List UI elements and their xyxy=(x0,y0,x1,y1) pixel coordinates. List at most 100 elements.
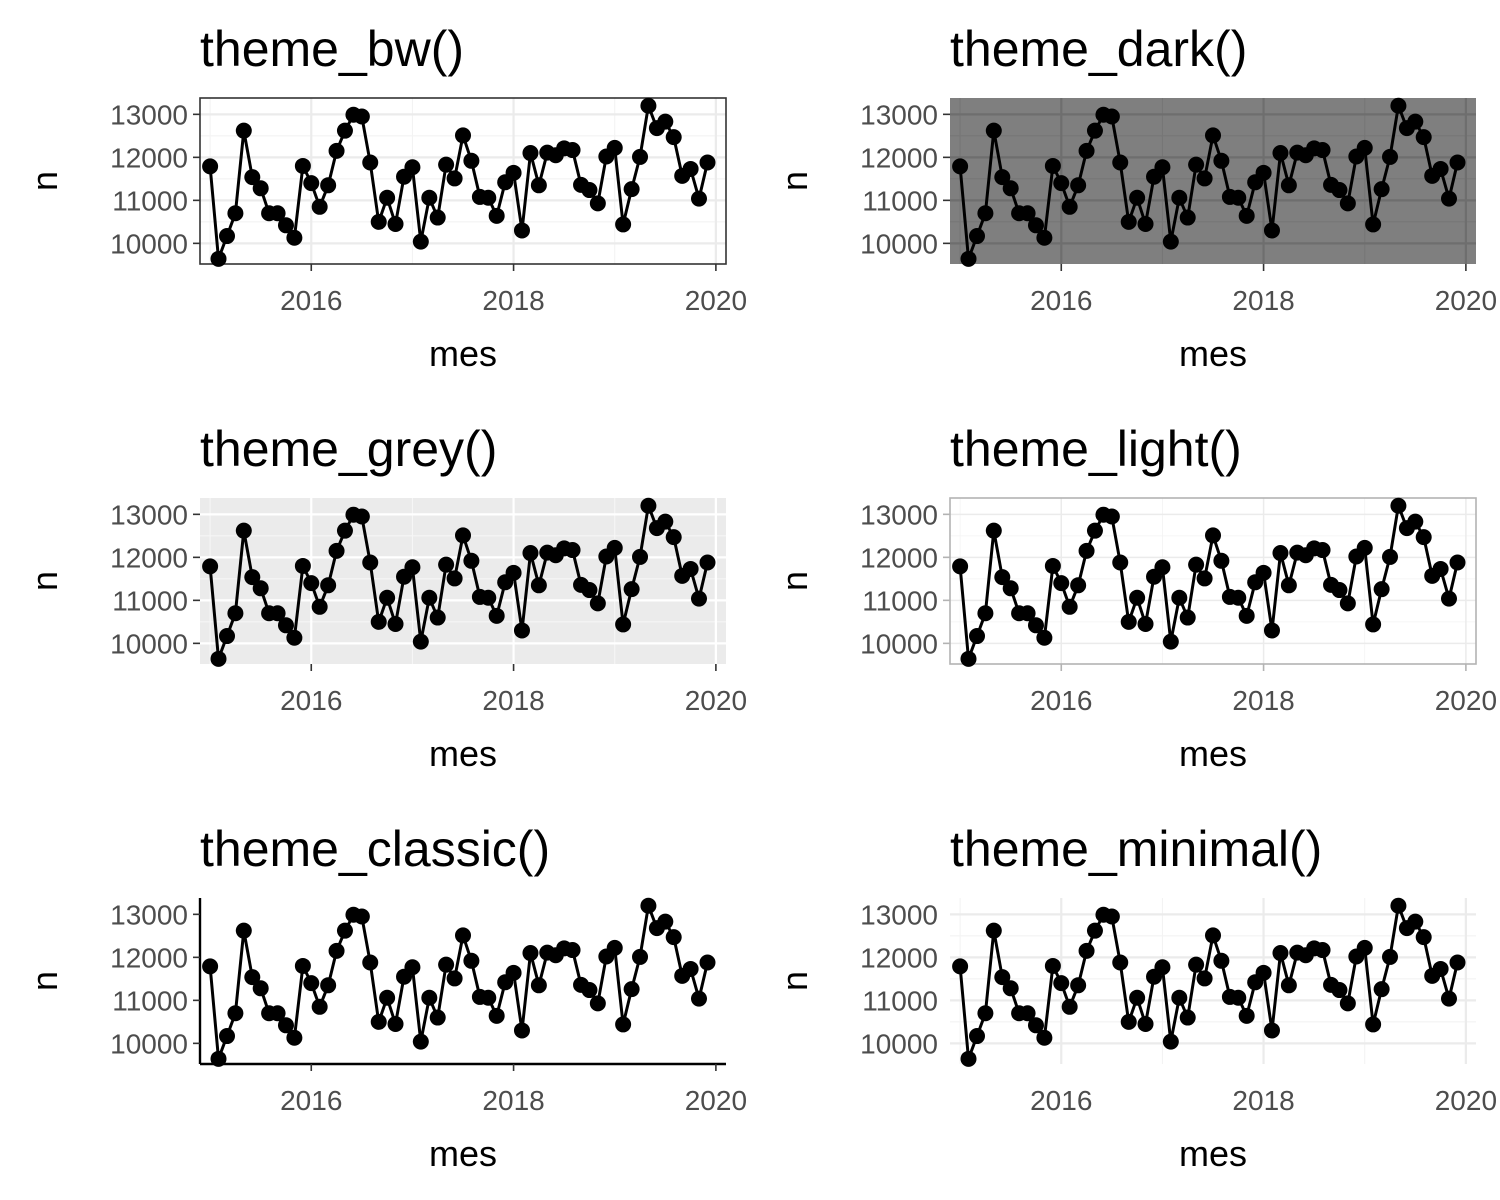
data-point xyxy=(969,1028,986,1045)
data-point xyxy=(1061,598,1078,615)
data-point xyxy=(1112,554,1129,571)
data-point xyxy=(1044,157,1061,174)
data-point xyxy=(665,529,682,546)
y-tick-label: 11000 xyxy=(862,185,938,216)
data-point xyxy=(320,177,337,194)
data-point xyxy=(657,513,674,530)
data-point xyxy=(530,977,547,994)
data-point xyxy=(1002,980,1019,997)
data-point xyxy=(665,129,682,146)
data-point xyxy=(210,650,227,667)
x-tick-label: 2020 xyxy=(685,285,747,316)
data-point xyxy=(985,122,1002,139)
data-point xyxy=(1205,527,1221,544)
data-point xyxy=(1171,989,1188,1006)
x-tick-label: 2020 xyxy=(1435,285,1497,316)
data-point xyxy=(1314,142,1331,159)
data-point xyxy=(336,522,353,539)
panel-minimal: 10000 11000 12000 13000 2016 2018 2020 theme_mi… xyxy=(774,821,1497,1174)
data-point xyxy=(1196,170,1213,187)
data-point xyxy=(277,217,294,234)
data-point xyxy=(623,181,640,198)
data-point xyxy=(404,959,421,976)
data-point xyxy=(1339,595,1356,612)
data-point xyxy=(488,1007,505,1024)
data-point xyxy=(985,522,1002,539)
x-tick-label: 2020 xyxy=(1435,685,1497,716)
data-point xyxy=(1440,990,1457,1007)
panel-background xyxy=(200,498,726,664)
data-point xyxy=(269,205,286,222)
data-point xyxy=(353,508,370,525)
data-point xyxy=(1415,129,1432,146)
data-point xyxy=(1440,190,1457,207)
data-point xyxy=(421,989,438,1006)
data-point xyxy=(1103,508,1120,525)
data-point xyxy=(1272,945,1289,962)
data-point xyxy=(699,954,716,971)
data-point xyxy=(219,1028,236,1045)
data-point xyxy=(1086,122,1103,139)
data-point xyxy=(1154,959,1171,976)
data-point xyxy=(1019,605,1036,622)
y-tick-label: 13000 xyxy=(860,899,938,930)
data-point xyxy=(1129,989,1146,1006)
data-point xyxy=(581,582,598,599)
data-point xyxy=(421,189,438,206)
y-axis-title: n xyxy=(774,171,815,191)
data-point xyxy=(606,139,623,156)
data-point xyxy=(362,954,379,971)
data-point xyxy=(277,617,294,634)
data-point xyxy=(1171,189,1188,206)
data-point xyxy=(994,169,1011,186)
data-point xyxy=(210,1050,227,1067)
y-axis-title: n xyxy=(24,171,65,191)
data-point xyxy=(1263,222,1280,239)
data-point xyxy=(615,616,632,633)
data-point xyxy=(530,577,547,594)
data-point xyxy=(1188,956,1205,973)
x-tick-label: 2016 xyxy=(1030,285,1092,316)
data-point xyxy=(657,113,674,130)
data-point xyxy=(1390,497,1407,514)
data-point xyxy=(404,159,421,176)
data-point xyxy=(1103,108,1120,125)
data-point xyxy=(1263,622,1280,639)
data-point xyxy=(1196,970,1213,987)
data-point xyxy=(640,97,657,114)
data-point xyxy=(1280,977,1297,994)
x-axis-title: mes xyxy=(429,733,497,774)
data-point xyxy=(505,964,522,981)
y-tick-label: 11000 xyxy=(112,585,188,616)
data-point xyxy=(1415,529,1432,546)
data-point xyxy=(952,158,969,175)
data-point xyxy=(1213,952,1230,969)
panel-title: theme_classic() xyxy=(200,821,550,877)
data-point xyxy=(320,577,337,594)
y-tick-label: 12000 xyxy=(110,142,188,173)
data-point xyxy=(1019,205,1036,222)
y-tick-label: 10000 xyxy=(110,1028,188,1059)
data-point xyxy=(615,1016,632,1033)
data-point xyxy=(1162,1033,1179,1050)
data-point xyxy=(286,1029,303,1046)
x-tick-label: 2018 xyxy=(482,285,544,316)
y-tick-label: 13000 xyxy=(110,499,188,530)
data-point xyxy=(1331,582,1348,599)
data-point xyxy=(244,169,261,186)
data-point xyxy=(488,607,505,624)
data-point xyxy=(632,548,649,565)
data-point xyxy=(1339,195,1356,212)
data-point xyxy=(623,581,640,598)
data-point xyxy=(362,154,379,171)
data-point xyxy=(1053,975,1070,992)
data-point xyxy=(606,539,623,556)
data-point xyxy=(455,927,471,944)
data-point xyxy=(1373,181,1390,198)
data-point xyxy=(682,160,699,177)
data-point xyxy=(1002,580,1019,597)
data-point xyxy=(370,213,387,230)
data-point xyxy=(1112,954,1129,971)
data-point xyxy=(1188,156,1205,173)
